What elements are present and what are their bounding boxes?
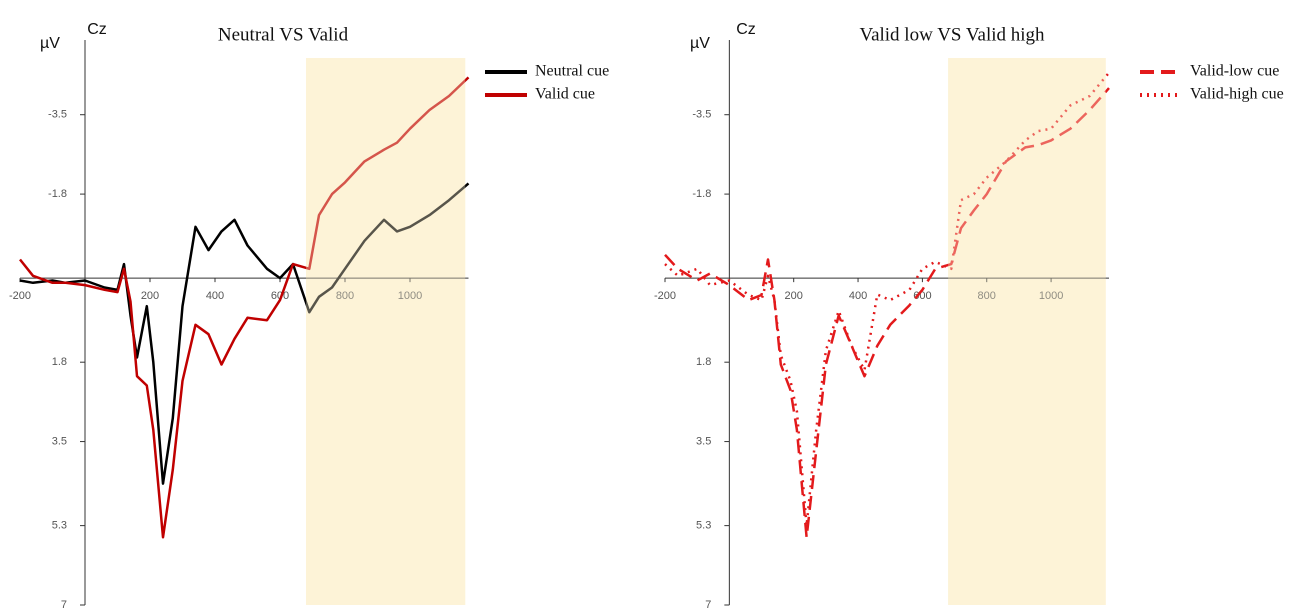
y-tick-label: 1.8 [52, 356, 67, 368]
x-tick-label: 600 [913, 290, 931, 302]
legend-label: Valid-low cue [1190, 63, 1279, 80]
legend-label: Valid cue [535, 86, 595, 103]
y-tick-label: -1.8 [692, 188, 711, 200]
electrode-label: Cz [87, 21, 107, 38]
x-tick-label: 400 [849, 290, 867, 302]
y-tick-label: 3.5 [52, 435, 67, 447]
y-tick-label: 5.3 [52, 520, 67, 532]
chart-title: Neutral VS Valid [218, 24, 349, 45]
x-tick-label: 400 [206, 290, 224, 302]
highlight-region [948, 58, 1106, 605]
x-tick-label: 200 [141, 290, 159, 302]
y-tick-label: 5.3 [696, 520, 711, 532]
y-axis-label: µV [690, 35, 710, 52]
x-tick-label: 1000 [398, 290, 422, 302]
x-tick-label: 200 [785, 290, 803, 302]
series-line [19, 76, 470, 539]
electrode-label: Cz [736, 21, 756, 38]
highlight-overlay [306, 58, 466, 605]
x-tick-label: 1000 [1039, 290, 1063, 302]
series-line [19, 182, 470, 485]
y-tick-label: 7 [61, 599, 67, 609]
x-tick-label: -200 [654, 290, 676, 302]
y-tick-label: 1.8 [696, 356, 711, 368]
x-tick-label: -200 [9, 290, 31, 302]
y-axis-label: µV [40, 35, 60, 52]
series-line [664, 87, 1110, 539]
x-tick-label: 800 [336, 290, 354, 302]
legend-label: Neutral cue [535, 63, 609, 80]
highlight-overlay [948, 58, 1106, 605]
y-tick-label: 7 [705, 599, 711, 609]
x-tick-label: 800 [978, 290, 996, 302]
y-tick-label: 3.5 [696, 435, 711, 447]
y-tick-label: -3.5 [48, 109, 67, 121]
x-tick-label: 600 [271, 290, 289, 302]
legend-label: Valid-high cue [1190, 86, 1284, 103]
y-tick-label: -1.8 [48, 188, 67, 200]
chart-title: Valid low VS Valid high [859, 24, 1045, 45]
y-tick-label: -3.5 [692, 109, 711, 121]
